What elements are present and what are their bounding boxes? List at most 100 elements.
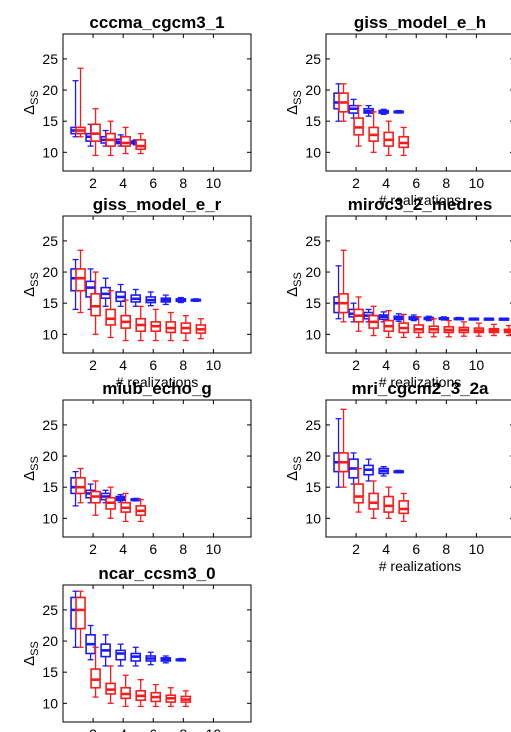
blue-box-n8: [175, 296, 187, 304]
panel-2: giss_model_e_r 10 15 20 25 2 4 6 8 10 # realizatio…: [21, 195, 252, 390]
x-axis-label: # realizations: [379, 374, 462, 390]
x-tick-label: 4: [382, 175, 390, 191]
red-box-n5: [135, 498, 146, 523]
axes-frame: [62, 215, 252, 354]
y-tick-label: 25: [42, 233, 58, 249]
x-tick-label: 6: [412, 357, 420, 373]
x-tick-label: 8: [179, 726, 187, 732]
red-box-n4: [383, 120, 394, 157]
blue-box-n4: [115, 494, 126, 503]
y-tick-label: 20: [42, 82, 58, 98]
x-tick-label: 6: [412, 175, 420, 191]
red-box-n4: [383, 486, 394, 519]
blue-box-n5: [130, 646, 141, 667]
panel-title: miroc3_2_medres: [348, 195, 493, 214]
red-box-n12: [503, 324, 511, 337]
x-tick-label: 4: [382, 357, 390, 373]
iqr-box: [105, 308, 116, 326]
y-axis-label: ΔSS: [21, 90, 41, 115]
y-axis-label-main: Δ: [21, 287, 38, 297]
red-box-n2: [90, 271, 101, 335]
y-tick-label: 15: [305, 479, 321, 495]
y-tick-label: 10: [42, 326, 58, 342]
blue-box-n5: [393, 109, 405, 114]
red-box-n5: [135, 132, 146, 155]
y-axis-label-main: Δ: [21, 656, 38, 666]
red-box-n8: [180, 690, 192, 708]
blue-box-n7: [160, 294, 172, 306]
red-box-n3: [368, 480, 379, 519]
red-box-n1: [338, 83, 349, 122]
panel-title: cccma_cgcm3_1: [89, 13, 224, 32]
blue-box-n12: [498, 317, 510, 321]
red-box-n6: [150, 308, 162, 342]
iqr-box: [368, 492, 379, 510]
panel-title: giss_model_e_r: [93, 195, 222, 214]
blue-box-n3: [363, 104, 374, 117]
y-axis-label: ΔSS: [21, 641, 41, 666]
iqr-box: [75, 596, 86, 630]
blue-box-n3: [363, 458, 374, 482]
y-tick-label: 10: [305, 510, 321, 526]
plot-area: [70, 467, 146, 523]
x-axis-label: # realizations: [379, 558, 462, 574]
x-tick-label: 10: [206, 726, 222, 732]
y-axis-label: ΔSS: [21, 456, 41, 481]
panel-title: mri_cgcm2_3_2a: [351, 379, 489, 398]
y-tick-label: 15: [42, 479, 58, 495]
y-axis-label-subscript: SS: [29, 272, 41, 287]
red-box-n5: [135, 305, 146, 342]
x-tick-label: 6: [149, 357, 157, 373]
red-box-n6: [150, 683, 162, 708]
red-box-n3: [105, 290, 116, 339]
axes-frame: [62, 399, 252, 538]
y-axis-label: ΔSS: [284, 272, 304, 297]
red-box-n6: [413, 316, 425, 339]
y-tick-label: 15: [42, 113, 58, 129]
x-tick-label: 2: [89, 175, 97, 191]
blue-box-n9: [453, 316, 465, 321]
y-tick-label: 15: [305, 295, 321, 311]
y-axis-label-subscript: SS: [29, 90, 41, 105]
red-box-n5: [398, 313, 410, 339]
y-axis-label-subscript: SS: [292, 272, 304, 287]
red-box-n4: [120, 126, 131, 155]
x-tick-label: 4: [119, 726, 127, 732]
y-tick-label: 25: [42, 417, 58, 433]
y-axis-label-main: Δ: [284, 105, 301, 115]
blue-box-n4: [115, 643, 126, 667]
red-box-n11: [488, 323, 500, 337]
blue-box-n6: [408, 314, 420, 322]
panel-5: mri_cgcm2_3_2a 10 15 20 25 2 4 6 8 10 # realizatio…: [284, 379, 511, 574]
red-box-n1: [338, 408, 349, 488]
y-tick-label: 10: [305, 326, 321, 342]
red-box-n4: [120, 674, 131, 708]
red-box-n1: [338, 249, 349, 323]
iqr-box: [115, 649, 126, 661]
red-box-n2: [353, 104, 364, 147]
y-axis-label-main: Δ: [284, 471, 301, 481]
x-tick-label: 10: [206, 357, 222, 373]
panel-3: miroc3_2_medres 10 15 20 25 2 4 6 8 10 # realizati…: [284, 195, 511, 390]
red-box-n3: [368, 111, 379, 153]
plot-area: [70, 67, 146, 157]
x-tick-label: 4: [119, 541, 127, 557]
red-box-n2: [90, 480, 101, 516]
blue-box-n7: [160, 655, 172, 664]
red-box-n3: [105, 486, 116, 519]
axes-frame: [62, 33, 252, 172]
x-tick-label: 4: [119, 357, 127, 373]
blue-box-n4: [115, 283, 126, 307]
x-tick-label: 8: [179, 175, 187, 191]
red-box-n2: [353, 296, 364, 332]
x-tick-label: 2: [89, 357, 97, 373]
blue-box-n2: [85, 624, 96, 661]
red-box-n10: [473, 322, 485, 337]
x-tick-label: 6: [149, 541, 157, 557]
blue-box-n5: [130, 288, 141, 307]
x-tick-label: 10: [206, 541, 222, 557]
x-tick-label: 6: [149, 175, 157, 191]
axes-frame: [325, 215, 511, 354]
iqr-box: [90, 293, 101, 317]
